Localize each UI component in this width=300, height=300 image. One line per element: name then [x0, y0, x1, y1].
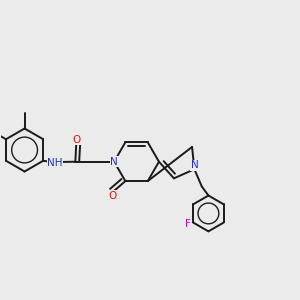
Text: NH: NH [47, 158, 63, 168]
Text: N: N [190, 160, 198, 170]
Text: O: O [108, 191, 116, 201]
Text: O: O [72, 135, 81, 145]
Text: N: N [110, 157, 118, 167]
Text: F: F [184, 219, 190, 229]
